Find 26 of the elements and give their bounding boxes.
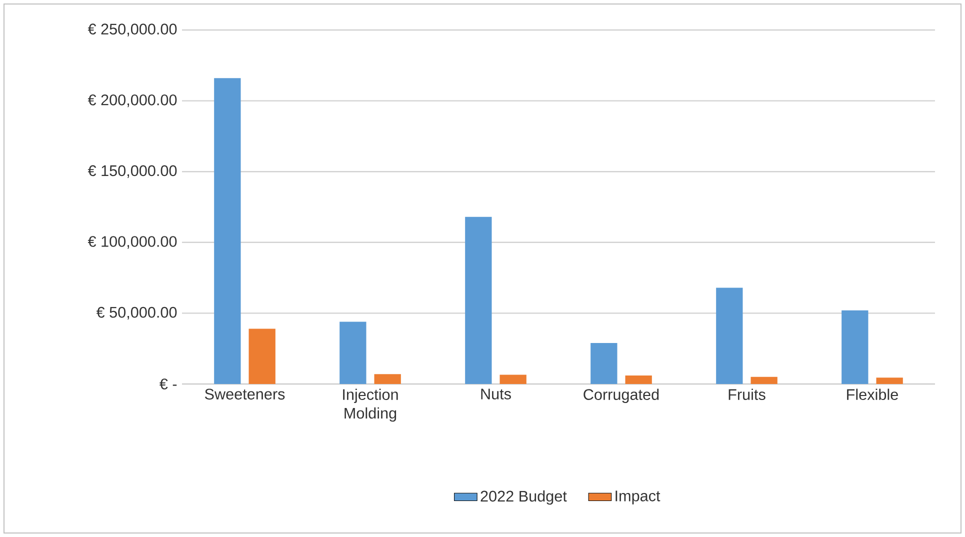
bar xyxy=(500,374,526,384)
legend-label: Impact xyxy=(616,490,660,504)
bar xyxy=(750,376,778,384)
bar xyxy=(590,342,618,384)
x-tick-label: Sweeteners xyxy=(204,388,285,400)
x-tick-label: Corrugated xyxy=(584,388,659,403)
x-tick-label: Fruits xyxy=(728,388,766,400)
y-tick-label: € 200,000.00 xyxy=(88,94,177,108)
bar xyxy=(465,216,492,384)
x-tick-label: Nuts xyxy=(481,388,511,400)
y-tick-label: € 150,000.00 xyxy=(88,165,177,178)
y-tick-label: € 50,000.00 xyxy=(96,306,177,320)
bar xyxy=(842,310,868,384)
bar xyxy=(876,378,903,384)
bar xyxy=(374,374,401,384)
bar xyxy=(248,328,276,384)
bar xyxy=(716,288,743,384)
y-tick-label: € - xyxy=(160,378,177,390)
y-tick-label: € 100,000.00 xyxy=(88,236,177,249)
bar xyxy=(625,376,652,384)
bar xyxy=(340,322,366,384)
x-tick-label: Flexible xyxy=(847,388,898,400)
bar xyxy=(214,78,241,384)
legend-label: 2022 Budget xyxy=(480,490,567,505)
y-tick-label: € 250,000.00 xyxy=(88,24,177,36)
x-tick-label: Injection Molding xyxy=(343,388,398,422)
